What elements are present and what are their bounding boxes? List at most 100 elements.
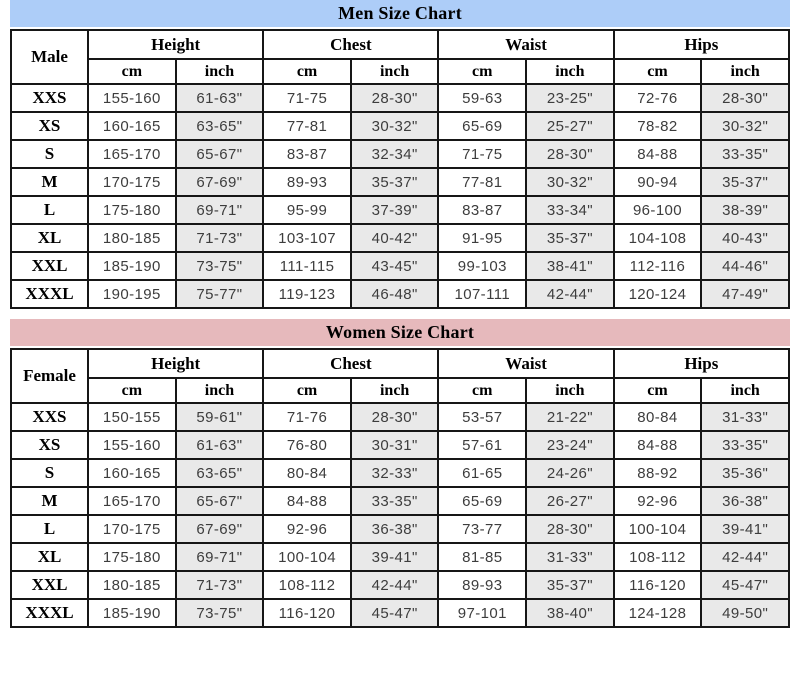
chest-inch-cell: 28-30" bbox=[349, 402, 440, 432]
chest-inch-cell: 30-32" bbox=[349, 111, 440, 141]
chest-cm-cell: 119-123 bbox=[262, 279, 352, 309]
table-row: XXS 155-160 61-63" 71-75 28-30" 59-63 23… bbox=[9, 83, 790, 113]
waist-inch-cell: 24-26" bbox=[525, 458, 615, 488]
waist-inch-cell: 35-37" bbox=[525, 223, 615, 253]
chest-cm-cell: 100-104 bbox=[262, 542, 352, 572]
height-cm-cell: 160-165 bbox=[87, 458, 177, 488]
chest-inch-cell: 46-48" bbox=[349, 279, 440, 309]
chest-inch-cell: 43-45" bbox=[349, 251, 440, 281]
height-inch-cell: 67-69" bbox=[174, 514, 265, 544]
waist-inch-cell: 42-44" bbox=[525, 279, 615, 309]
chest-inch-cell: 32-33" bbox=[349, 458, 440, 488]
waist-inch-cell: 25-27" bbox=[525, 111, 615, 141]
unit-header-cm: cm bbox=[262, 377, 352, 404]
waist-cm-cell: 81-85 bbox=[437, 542, 528, 572]
height-cm-cell: 160-165 bbox=[87, 111, 177, 141]
chest-inch-cell: 45-47" bbox=[349, 598, 440, 628]
chest-cm-cell: 111-115 bbox=[262, 251, 352, 281]
height-cm-cell: 170-175 bbox=[87, 167, 177, 197]
men-row-header-label: Male bbox=[9, 29, 90, 85]
unit-header-inch: inch bbox=[174, 58, 265, 85]
chest-cm-cell: 76-80 bbox=[262, 430, 352, 460]
column-group-chest: Chest bbox=[262, 348, 440, 379]
column-group-chest: Chest bbox=[262, 29, 440, 60]
size-label: XXL bbox=[9, 570, 90, 600]
chest-cm-cell: 77-81 bbox=[262, 111, 352, 141]
hips-cm-cell: 104-108 bbox=[612, 223, 703, 253]
content-wrap: Men Size Chart Male Height Chest Waist H… bbox=[9, 0, 791, 628]
height-inch-cell: 69-71" bbox=[174, 195, 265, 225]
table-row: XXL 180-185 71-73" 108-112 42-44" 89-93 … bbox=[9, 570, 790, 600]
hips-inch-cell: 33-35" bbox=[700, 430, 790, 460]
hips-inch-cell: 28-30" bbox=[700, 83, 790, 113]
table-row: S 160-165 63-65" 80-84 32-33" 61-65 24-2… bbox=[9, 458, 790, 488]
height-cm-cell: 175-180 bbox=[87, 542, 177, 572]
height-inch-cell: 61-63" bbox=[174, 83, 265, 113]
table-row: XXL 185-190 73-75" 111-115 43-45" 99-103… bbox=[9, 251, 790, 281]
height-cm-cell: 175-180 bbox=[87, 195, 177, 225]
chest-cm-cell: 83-87 bbox=[262, 139, 352, 169]
waist-inch-cell: 23-24" bbox=[525, 430, 615, 460]
chest-inch-cell: 35-37" bbox=[349, 167, 440, 197]
unit-header-inch: inch bbox=[700, 58, 790, 85]
chest-inch-cell: 40-42" bbox=[349, 223, 440, 253]
hips-inch-cell: 40-43" bbox=[700, 223, 790, 253]
size-label: XL bbox=[9, 223, 90, 253]
height-inch-cell: 71-73" bbox=[174, 570, 265, 600]
women-chart-title: Women Size Chart bbox=[10, 319, 790, 346]
chest-cm-cell: 116-120 bbox=[262, 598, 352, 628]
hips-inch-cell: 44-46" bbox=[700, 251, 790, 281]
chest-cm-cell: 84-88 bbox=[262, 486, 352, 516]
unit-header-inch: inch bbox=[525, 58, 615, 85]
waist-cm-cell: 65-69 bbox=[437, 486, 528, 516]
waist-cm-cell: 83-87 bbox=[437, 195, 528, 225]
size-label: M bbox=[9, 486, 90, 516]
hips-cm-cell: 90-94 bbox=[612, 167, 703, 197]
height-cm-cell: 150-155 bbox=[87, 402, 177, 432]
chest-cm-cell: 92-96 bbox=[262, 514, 352, 544]
waist-cm-cell: 97-101 bbox=[437, 598, 528, 628]
column-group-height: Height bbox=[87, 348, 265, 379]
size-label: L bbox=[9, 514, 90, 544]
height-cm-cell: 165-170 bbox=[87, 139, 177, 169]
chest-inch-cell: 36-38" bbox=[349, 514, 440, 544]
height-cm-cell: 180-185 bbox=[87, 223, 177, 253]
waist-inch-cell: 31-33" bbox=[525, 542, 615, 572]
size-label: S bbox=[9, 458, 90, 488]
size-label: XXXL bbox=[9, 598, 90, 628]
size-label: XS bbox=[9, 430, 90, 460]
hips-cm-cell: 112-116 bbox=[612, 251, 703, 281]
waist-cm-cell: 77-81 bbox=[437, 167, 528, 197]
hips-cm-cell: 84-88 bbox=[612, 139, 703, 169]
height-inch-cell: 75-77" bbox=[174, 279, 265, 309]
height-cm-cell: 155-160 bbox=[87, 83, 177, 113]
men-chart-title: Men Size Chart bbox=[10, 0, 790, 27]
hips-cm-cell: 124-128 bbox=[612, 598, 703, 628]
hips-inch-cell: 31-33" bbox=[700, 402, 790, 432]
women-unit-header-row: cm inch cm inch cm inch cm inch bbox=[11, 377, 790, 404]
height-inch-cell: 69-71" bbox=[174, 542, 265, 572]
table-row: XS 155-160 61-63" 76-80 30-31" 57-61 23-… bbox=[9, 430, 790, 460]
hips-inch-cell: 42-44" bbox=[700, 542, 790, 572]
table-row: XL 180-185 71-73" 103-107 40-42" 91-95 3… bbox=[9, 223, 790, 253]
size-label: XS bbox=[9, 111, 90, 141]
height-inch-cell: 73-75" bbox=[174, 598, 265, 628]
waist-cm-cell: 73-77 bbox=[437, 514, 528, 544]
unit-header-cm: cm bbox=[612, 58, 703, 85]
waist-cm-cell: 53-57 bbox=[437, 402, 528, 432]
size-label: L bbox=[9, 195, 90, 225]
hips-cm-cell: 88-92 bbox=[612, 458, 703, 488]
hips-cm-cell: 72-76 bbox=[612, 83, 703, 113]
chest-inch-cell: 37-39" bbox=[349, 195, 440, 225]
chest-inch-cell: 28-30" bbox=[349, 83, 440, 113]
table-row: XXS 150-155 59-61" 71-76 28-30" 53-57 21… bbox=[9, 402, 790, 432]
men-unit-header-row: cm inch cm inch cm inch cm inch bbox=[11, 58, 790, 85]
chest-inch-cell: 39-41" bbox=[349, 542, 440, 572]
hips-cm-cell: 120-124 bbox=[612, 279, 703, 309]
hips-inch-cell: 30-32" bbox=[700, 111, 790, 141]
table-row: XXXL 190-195 75-77" 119-123 46-48" 107-1… bbox=[9, 279, 790, 309]
waist-inch-cell: 38-40" bbox=[525, 598, 615, 628]
size-label: XL bbox=[9, 542, 90, 572]
table-row: M 170-175 67-69" 89-93 35-37" 77-81 30-3… bbox=[9, 167, 790, 197]
